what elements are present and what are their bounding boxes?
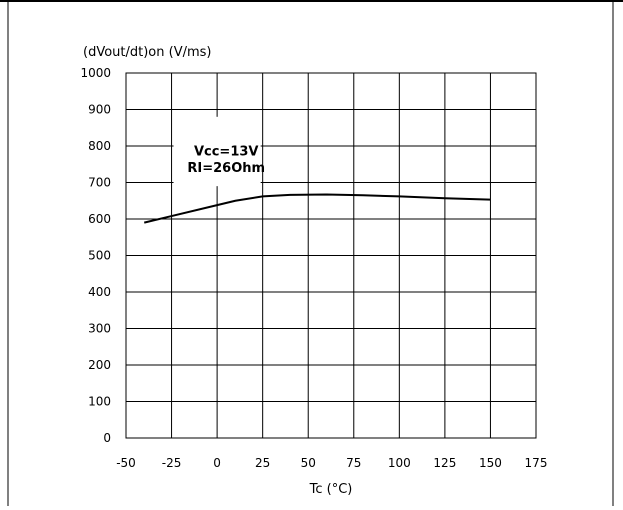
y-tick-label: 300 xyxy=(88,322,111,336)
y-axis-label: (dVout/dt)on (V/ms) xyxy=(83,45,211,60)
x-tick-label: 125 xyxy=(433,456,456,470)
annotation-background xyxy=(173,116,261,187)
x-tick-label: 25 xyxy=(255,456,270,470)
x-tick-label: 50 xyxy=(301,456,316,470)
series-layer xyxy=(143,193,491,224)
x-tick-label: -25 xyxy=(162,456,182,470)
y-tick-label: 500 xyxy=(88,249,111,263)
x-axis-label: Tc (°C) xyxy=(309,482,353,497)
y-tick-label: 0 xyxy=(103,431,111,445)
series-line-0 xyxy=(143,193,491,224)
x-tick-label: 75 xyxy=(346,456,361,470)
y-tick-label: 600 xyxy=(88,212,111,226)
plot-border xyxy=(125,72,537,439)
x-tick-label: 175 xyxy=(525,456,548,470)
y-tick-label: 100 xyxy=(88,395,111,409)
y-tick-label: 900 xyxy=(88,103,111,117)
tick-labels: -50 -25 0 25 50 75 100 125 150 175 0 100 200 300 400 50… xyxy=(80,66,547,470)
y-tick-label: 700 xyxy=(88,176,111,190)
y-tick-label: 200 xyxy=(88,358,111,372)
x-tick-label: 100 xyxy=(388,456,411,470)
y-tick-label: 400 xyxy=(88,285,111,299)
annotation-ri: RI=26Ohm xyxy=(187,161,265,176)
y-tick-label: 1000 xyxy=(80,66,111,80)
x-tick-label: -50 xyxy=(116,456,136,470)
y-tick-label: 800 xyxy=(88,139,111,153)
annotation-vcc: Vcc=13V xyxy=(194,145,259,160)
x-tick-label: 150 xyxy=(479,456,502,470)
x-tick-label: 0 xyxy=(213,456,221,470)
